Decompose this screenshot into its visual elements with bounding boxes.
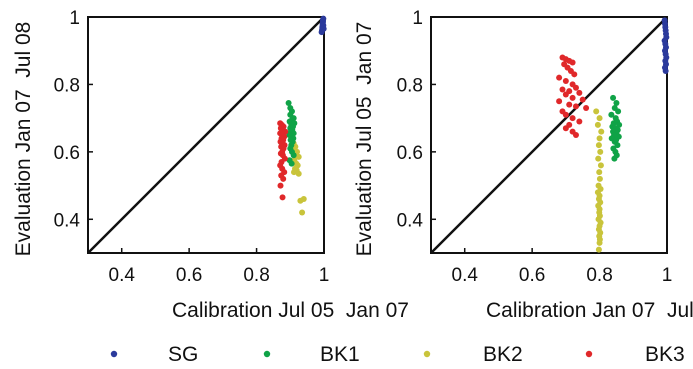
point-sg bbox=[662, 67, 669, 74]
x-axis-label: Calibration Jul 05 Jan 07 bbox=[172, 299, 409, 322]
point-bk3 bbox=[569, 115, 576, 122]
y-tick-label: 0.4 bbox=[54, 210, 81, 231]
point-bk3 bbox=[277, 182, 284, 189]
point-bk3 bbox=[576, 118, 583, 125]
y-tick-label: 0.8 bbox=[397, 75, 423, 96]
legend-marker-sg bbox=[110, 350, 118, 358]
x-tick-label: 0.4 bbox=[452, 265, 479, 286]
point-bk2 bbox=[596, 169, 603, 176]
point-bk2 bbox=[299, 209, 306, 216]
x-axis-label: Calibration Jan 07 Jul 08 bbox=[486, 299, 693, 322]
point-bk1 bbox=[610, 94, 617, 101]
point-bk2 bbox=[594, 121, 601, 128]
point-bk2 bbox=[290, 169, 297, 176]
point-bk2 bbox=[300, 196, 307, 203]
identity-line bbox=[87, 16, 325, 254]
legend-label-bk2: BK2 bbox=[483, 343, 523, 366]
point-bk3 bbox=[562, 78, 569, 85]
scatter-panel-2: 0.4 0.6 0.8 1 0.4 0.6 0.8 1 Calibration Jan 07 J… bbox=[353, 8, 693, 322]
point-bk3 bbox=[572, 103, 579, 110]
y-tick-label: 1 bbox=[69, 8, 80, 29]
legend-marker-bk3 bbox=[585, 350, 593, 358]
point-bk1 bbox=[288, 160, 295, 167]
point-bk3 bbox=[569, 59, 576, 66]
point-bk3 bbox=[579, 96, 586, 103]
series-bk3 bbox=[277, 120, 289, 201]
point-bk2 bbox=[597, 162, 604, 169]
x-tick-label: 0.4 bbox=[109, 265, 136, 286]
point-bk1 bbox=[608, 111, 615, 118]
point-sg bbox=[320, 25, 327, 32]
legend-label-sg: SG bbox=[168, 343, 198, 366]
y-axis-label: Evaluation Jul 05 Jan 07 bbox=[353, 22, 376, 257]
point-bk2 bbox=[596, 135, 603, 142]
point-sg bbox=[320, 15, 327, 22]
point-bk2 bbox=[593, 108, 600, 115]
point-bk2 bbox=[295, 153, 302, 160]
point-bk3 bbox=[562, 125, 569, 132]
point-bk3 bbox=[280, 175, 287, 182]
x-tick-label: 0.8 bbox=[243, 265, 269, 286]
series-sg bbox=[661, 17, 670, 74]
point-bk2 bbox=[596, 239, 603, 246]
point-bk3 bbox=[571, 71, 578, 78]
scatter-panel-1: 0.4 0.6 0.8 1 0.4 0.6 0.8 1 Calibration Jul 05 J… bbox=[12, 8, 409, 322]
point-bk3 bbox=[562, 111, 569, 118]
series-bk1 bbox=[608, 94, 623, 162]
point-bk1 bbox=[613, 99, 620, 106]
legend-label-bk1: BK1 bbox=[320, 343, 360, 366]
point-bk1 bbox=[611, 155, 618, 162]
point-bk3 bbox=[279, 194, 286, 201]
point-bk3 bbox=[576, 89, 583, 96]
series-bk3 bbox=[556, 54, 590, 138]
series-bk2 bbox=[593, 108, 605, 253]
point-bk2 bbox=[295, 170, 302, 177]
point-bk2 bbox=[598, 128, 605, 135]
point-bk3 bbox=[583, 105, 590, 112]
y-axis-label: Evaluation Jan 07 Jul 08 bbox=[12, 22, 35, 257]
series-bk1 bbox=[285, 99, 298, 167]
point-bk3 bbox=[562, 91, 569, 98]
point-bk3 bbox=[559, 86, 566, 93]
series-sg bbox=[318, 15, 327, 36]
point-bk3 bbox=[572, 84, 579, 91]
point-bk3 bbox=[556, 98, 563, 105]
point-bk2 bbox=[596, 115, 603, 122]
point-bk1 bbox=[285, 99, 292, 106]
y-tick-label: 0.4 bbox=[397, 210, 424, 231]
y-tick-label: 1 bbox=[412, 8, 423, 29]
point-bk3 bbox=[572, 132, 579, 138]
legend: SG BK1 BK2 BK3 bbox=[110, 343, 685, 366]
point-bk3 bbox=[569, 94, 576, 101]
point-bk1 bbox=[615, 108, 622, 115]
point-bk1 bbox=[614, 142, 621, 149]
legend-marker-bk1 bbox=[263, 350, 271, 358]
point-bk2 bbox=[596, 175, 603, 182]
legend-label-bk3: BK3 bbox=[645, 343, 685, 366]
point-bk2 bbox=[595, 155, 602, 162]
x-tick-label: 1 bbox=[319, 265, 330, 286]
point-bk2 bbox=[597, 148, 604, 155]
x-tick-label: 1 bbox=[662, 265, 673, 286]
point-bk2 bbox=[595, 246, 602, 253]
y-tick-label: 0.6 bbox=[54, 143, 80, 164]
y-tick-label: 0.8 bbox=[54, 75, 80, 96]
point-bk1 bbox=[616, 121, 623, 128]
x-tick-label: 0.6 bbox=[176, 265, 202, 286]
identity-line bbox=[430, 16, 668, 254]
x-tick-label: 0.8 bbox=[586, 265, 612, 286]
y-tick-label: 0.6 bbox=[397, 143, 423, 164]
point-bk3 bbox=[566, 101, 573, 108]
point-bk1 bbox=[290, 152, 297, 159]
point-bk2 bbox=[595, 142, 602, 149]
point-bk3 bbox=[556, 74, 563, 81]
x-tick-label: 0.6 bbox=[519, 265, 545, 286]
legend-marker-bk2 bbox=[423, 350, 431, 358]
